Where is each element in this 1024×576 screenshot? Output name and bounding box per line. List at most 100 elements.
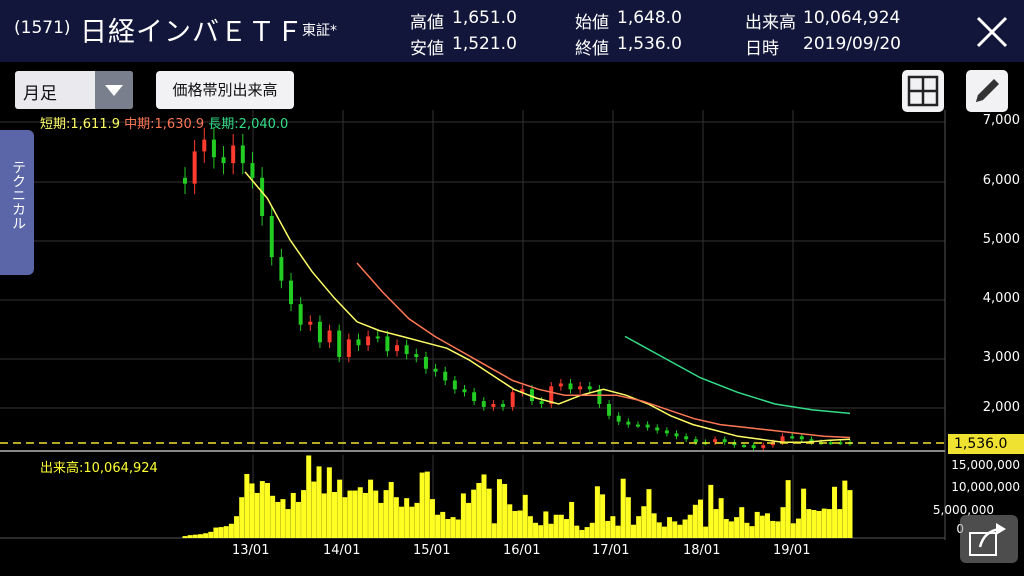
volume-bar: [832, 486, 838, 538]
candle-body: [655, 427, 660, 431]
high-value: 1,651.0: [452, 8, 517, 28]
candle-body: [317, 321, 322, 343]
volume-bar: [837, 509, 843, 538]
volume-bar: [399, 506, 405, 538]
candle-body: [250, 163, 255, 178]
volume-bar: [368, 479, 374, 538]
volume-bar: [203, 533, 209, 538]
volume-bar: [331, 491, 337, 538]
volume-bar: [228, 523, 234, 538]
candle-body: [549, 386, 554, 404]
candle-body: [539, 401, 544, 404]
candle-body: [790, 436, 795, 439]
volume-bar: [450, 517, 456, 538]
volume-bar: [615, 525, 621, 538]
candle-body: [183, 177, 187, 184]
volume-bar: [239, 497, 245, 538]
volume-bar: [630, 524, 636, 538]
volume-bar: [569, 501, 575, 538]
share-button[interactable]: [960, 515, 1018, 563]
volume-bar: [404, 498, 410, 538]
volume-bar: [192, 534, 198, 538]
date-value: 2019/09/20: [803, 34, 901, 54]
candle-body: [722, 439, 727, 443]
volume-bar: [646, 489, 652, 538]
volume-bar: [579, 529, 585, 538]
volume-bar: [373, 490, 379, 538]
close-button[interactable]: [972, 12, 1012, 52]
x-tick: 18/01: [683, 543, 721, 558]
long-ma-line: [624, 335, 851, 415]
price-tick: 5,000: [982, 232, 1020, 247]
volume-bar: [383, 490, 389, 538]
volume-bar: [826, 509, 832, 538]
price-tick: 2,000: [982, 400, 1020, 415]
volume-bar: [378, 502, 384, 538]
candle-body: [491, 404, 496, 407]
volume-bar: [471, 489, 477, 538]
candle-body: [520, 389, 525, 393]
volume-bar: [538, 525, 544, 538]
volume-bar: [502, 483, 508, 538]
candle-body: [828, 442, 833, 445]
candle-body: [433, 368, 438, 372]
volume-bar: [842, 480, 848, 538]
volume-bar: [641, 506, 647, 538]
candle-body: [192, 151, 197, 184]
volume-bar: [460, 493, 466, 538]
volume-bar: [486, 488, 492, 538]
volume-bar: [775, 521, 781, 538]
candle-body: [578, 386, 583, 390]
close-value: 1,536.0: [617, 34, 682, 54]
layout-grid-button[interactable]: [902, 70, 944, 112]
legend-short: 短期:1,611.9: [40, 117, 120, 132]
short-ma-line: [244, 171, 851, 443]
legend-long: 長期:2,040.0: [208, 117, 289, 132]
volume-bar: [208, 531, 214, 538]
volume-bar: [259, 481, 265, 538]
volume-tick: 5,000,000: [932, 503, 994, 517]
candle-body: [684, 436, 689, 440]
candle-body: [298, 304, 303, 325]
volume-bar: [527, 516, 533, 538]
candle-body: [366, 336, 371, 346]
x-tick: 19/01: [773, 543, 811, 558]
volume-bar: [563, 519, 569, 538]
volume-bar: [414, 502, 420, 538]
volume-bar: [342, 497, 348, 538]
volume-by-price-button[interactable]: 価格帯別出来高: [156, 71, 294, 109]
high-label: 高値: [410, 13, 444, 33]
candle-body: [838, 442, 843, 445]
volume-bar: [543, 511, 549, 538]
volume-bar: [677, 524, 683, 538]
volume-bar: [481, 474, 487, 538]
volume-bar: [182, 536, 188, 538]
candle-body: [510, 392, 515, 407]
volume-bar: [605, 520, 611, 538]
technical-tab[interactable]: テクニカル: [0, 130, 34, 275]
draw-button[interactable]: [966, 70, 1008, 112]
volume-bar: [739, 507, 745, 538]
candle-body: [337, 330, 342, 357]
candle-body: [616, 415, 621, 422]
volume-bar: [620, 478, 626, 538]
volume-bar: [718, 498, 724, 538]
volume-bar: [610, 516, 616, 538]
volume-bar: [244, 473, 250, 538]
price-tick: 4,000: [982, 291, 1020, 306]
volume-bar: [275, 501, 281, 538]
volume-tick: 10,000,000: [951, 480, 1020, 494]
volume-bar: [584, 527, 590, 538]
current-price-tag: 1,536.0: [948, 434, 1024, 454]
volume-bar: [491, 523, 497, 538]
volume-bar: [790, 523, 796, 538]
volume-value: 10,064,924: [803, 8, 901, 28]
candle-body: [289, 280, 294, 305]
period-select[interactable]: 月足: [15, 71, 133, 109]
x-tick: 13/01: [232, 543, 270, 558]
volume-bar: [749, 526, 755, 538]
volume-bar: [801, 488, 807, 538]
open-label: 始値: [575, 13, 609, 33]
stock-code: (1571): [14, 18, 71, 38]
